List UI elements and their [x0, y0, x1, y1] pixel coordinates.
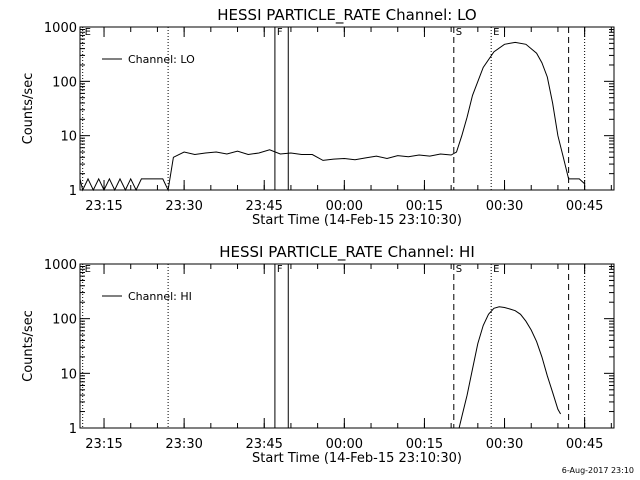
- y-tick-label: 100: [52, 313, 77, 328]
- x-tick-label: 23:30: [165, 199, 202, 214]
- y-axis-label: Counts/sec: [21, 310, 36, 382]
- x-tick-label: 00:45: [566, 437, 603, 452]
- chart-title: HESSI PARTICLE_RATE Channel: HI: [219, 243, 475, 262]
- plot-frame: [79, 26, 615, 191]
- x-tick-label: 23:15: [85, 199, 122, 214]
- event-marker-label: F: [277, 264, 283, 275]
- x-tick-label: 00:00: [326, 437, 363, 452]
- x-tick-label: 00:00: [326, 199, 363, 214]
- y-tick-label: 1000: [44, 21, 77, 36]
- event-marker-label: S: [456, 27, 462, 38]
- legend-label: Channel: HI: [128, 290, 192, 303]
- plot-frame: [79, 263, 615, 429]
- x-tick-label: 00:30: [486, 437, 523, 452]
- chart-title: HESSI PARTICLE_RATE Channel: LO: [217, 6, 476, 25]
- series-line: [458, 306, 562, 429]
- chart-panel-hi: HESSI PARTICLE_RATE Channel: HI 1 10 100 100…: [21, 243, 615, 466]
- x-axis-label: Start Time (14-Feb-15 23:10:30): [252, 213, 462, 228]
- x-tick-label: 23:30: [165, 437, 202, 452]
- series-line: [79, 41, 585, 192]
- event-marker-label: S: [456, 264, 462, 275]
- x-tick-label: 00:45: [566, 199, 603, 214]
- event-marker-label: E: [493, 264, 499, 275]
- y-axis-label: Counts/sec: [21, 73, 36, 145]
- y-tick-label: 1: [69, 184, 77, 199]
- event-marker-label: E: [85, 27, 91, 38]
- x-tick-label: 23:45: [245, 437, 282, 452]
- x-tick-label: 00:15: [406, 437, 443, 452]
- y-tick-label: 1000: [44, 258, 77, 273]
- x-tick-label: 23:15: [85, 437, 122, 452]
- y-tick-label: 10: [60, 367, 77, 382]
- x-tick-label: 00:15: [406, 199, 443, 214]
- date-stamp: 6-Aug-2017 23:10: [562, 466, 634, 475]
- y-tick-label: 10: [60, 130, 77, 145]
- event-marker-label: E: [493, 27, 499, 38]
- x-tick-label: 00:30: [486, 199, 523, 214]
- x-tick-label: 23:45: [245, 199, 282, 214]
- chart-panel-lo: HESSI PARTICLE_RATE Channel: LO 1 10 100 100…: [21, 6, 615, 228]
- x-axis-label: Start Time (14-Feb-15 23:10:30): [252, 451, 462, 466]
- legend-label: Channel: LO: [128, 53, 195, 66]
- y-tick-label: 1: [69, 422, 77, 437]
- event-marker-label: E: [85, 264, 91, 275]
- y-tick-label: 100: [52, 75, 77, 90]
- event-marker-label: F: [277, 27, 283, 38]
